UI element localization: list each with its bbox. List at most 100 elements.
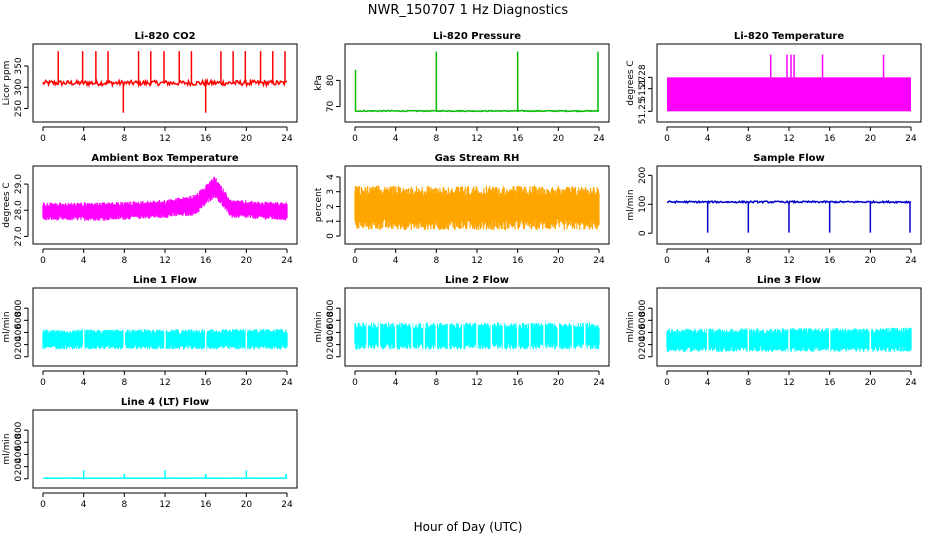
x-tick-label: 4 <box>393 378 399 388</box>
y-tick-label: 200 <box>638 336 648 353</box>
x-tick-label: 0 <box>40 134 46 144</box>
y-axis-label: ml/min <box>2 311 12 342</box>
y-tick-label: 600 <box>326 311 336 328</box>
panel-frame <box>344 165 610 245</box>
y-tick-label: 2 <box>326 204 336 210</box>
panel-title: Li-820 Temperature <box>734 31 844 42</box>
x-tick-label: 12 <box>783 256 794 266</box>
y-tick-label: 29.0 <box>14 174 24 194</box>
x-tick-label: 20 <box>241 134 253 144</box>
x-tick-label: 12 <box>471 134 482 144</box>
y-tick-label: 27.0 <box>14 226 24 246</box>
x-tick-label: 4 <box>81 378 87 388</box>
x-tick-label: 12 <box>159 256 170 266</box>
x-tick-label: 16 <box>824 378 836 388</box>
x-tick-label: 4 <box>705 256 711 266</box>
y-tick-label: 3 <box>326 189 336 195</box>
figure-title: NWR_150707 1 Hz Diagnostics <box>368 3 569 18</box>
panel-frame <box>656 287 922 367</box>
x-tick-label: 16 <box>512 256 524 266</box>
x-tick-label: 24 <box>905 134 917 144</box>
x-tick-label: 12 <box>159 500 170 510</box>
x-tick-label: 24 <box>281 378 293 388</box>
x-tick-label: 20 <box>865 256 877 266</box>
x-tick-label: 8 <box>121 256 127 266</box>
x-tick-label: 0 <box>40 500 46 510</box>
y-tick-label: 250 <box>14 100 24 117</box>
panel-title: Li-820 Pressure <box>433 31 521 42</box>
y-tick-label: 80 <box>326 74 336 86</box>
x-tick-label: 16 <box>512 134 524 144</box>
x-tick-label: 24 <box>281 500 293 510</box>
x-tick-label: 4 <box>393 134 399 144</box>
y-tick-label: 400 <box>638 324 648 341</box>
y-tick-label: 4 <box>326 174 336 180</box>
x-tick-label: 24 <box>281 256 293 266</box>
y-axis-label: kPa <box>314 75 324 91</box>
x-tick-label: 20 <box>241 500 253 510</box>
x-tick-label: 8 <box>433 256 439 266</box>
x-tick-label: 20 <box>553 378 565 388</box>
x-tick-label: 8 <box>121 500 127 510</box>
series-line <box>355 109 600 113</box>
panel-frame <box>32 43 298 123</box>
y-tick-label: 200 <box>14 458 24 475</box>
x-tick-label: 0 <box>352 378 358 388</box>
series-band <box>667 77 911 112</box>
y-tick-label: 400 <box>14 446 24 463</box>
panel-frame <box>656 43 922 123</box>
x-tick-label: 16 <box>824 256 836 266</box>
series-envelope <box>42 176 288 221</box>
x-tick-label: 4 <box>81 256 87 266</box>
y-tick-label: 51.25 <box>638 98 648 124</box>
panel-title: Line 4 (LT) Flow <box>121 397 209 408</box>
series-line <box>42 77 288 89</box>
panel-title: Li-820 CO2 <box>134 31 195 42</box>
x-tick-label: 16 <box>824 134 836 144</box>
x-tick-label: 20 <box>241 378 253 388</box>
y-axis-label: degrees C <box>2 182 12 227</box>
x-tick-label: 0 <box>40 378 46 388</box>
y-axis-label: ml/min <box>314 311 324 342</box>
x-tick-label: 0 <box>664 378 670 388</box>
y-tick-label: 800 <box>326 299 336 316</box>
y-tick-label: 28.0 <box>14 200 24 220</box>
figure-x-label: Hour of Day (UTC) <box>414 520 523 534</box>
y-tick-label: 200 <box>14 336 24 353</box>
x-tick-label: 4 <box>393 256 399 266</box>
x-tick-label: 8 <box>745 256 751 266</box>
y-tick-label: 800 <box>14 299 24 316</box>
y-tick-label: 1 <box>326 218 336 224</box>
x-tick-label: 12 <box>159 378 170 388</box>
x-tick-label: 12 <box>783 378 794 388</box>
y-axis-label: ml/min <box>2 433 12 464</box>
y-axis-label: ml/min <box>626 311 636 342</box>
y-tick-label: 600 <box>14 433 24 450</box>
series-envelope <box>354 185 600 231</box>
x-tick-label: 4 <box>81 134 87 144</box>
y-tick-label: 600 <box>638 311 648 328</box>
x-tick-label: 20 <box>553 134 565 144</box>
x-tick-label: 16 <box>200 134 212 144</box>
y-axis-label: Licor ppm <box>2 61 12 106</box>
y-tick-label: 400 <box>326 324 336 341</box>
panel-title: Line 1 Flow <box>133 275 197 286</box>
x-tick-label: 20 <box>241 256 253 266</box>
panel-3: Ambient Box Temperature 0 4 8 12 16 20 24 27.0 28… <box>2 153 298 266</box>
y-tick-label: 400 <box>14 324 24 341</box>
x-tick-label: 24 <box>593 378 605 388</box>
x-tick-label: 4 <box>81 500 87 510</box>
y-tick-label: 350 <box>14 57 24 74</box>
x-tick-label: 24 <box>905 256 917 266</box>
x-tick-label: 24 <box>281 134 293 144</box>
y-tick-label: 0 <box>326 233 336 239</box>
x-tick-label: 0 <box>352 134 358 144</box>
x-tick-label: 12 <box>783 134 794 144</box>
y-tick-label: 0 <box>638 354 648 360</box>
